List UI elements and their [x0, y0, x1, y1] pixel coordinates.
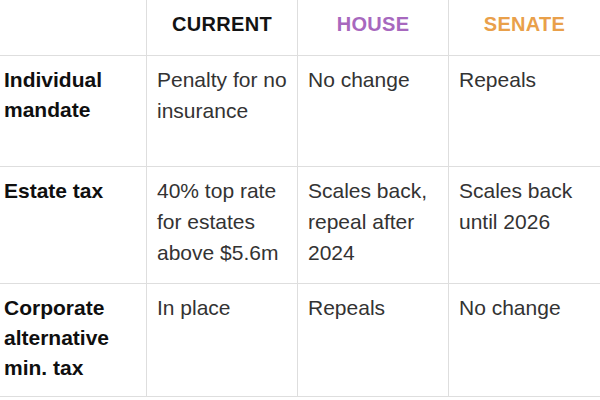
- column-header-senate: SENATE: [448, 0, 600, 55]
- cell-estate-tax-current: 40% top rate for estates above $5.6m: [146, 166, 297, 283]
- comparison-table: CURRENT HOUSE SENATE Individual mandate …: [0, 0, 600, 397]
- tax-plan-comparison-panel: CURRENT HOUSE SENATE Individual mandate …: [0, 0, 600, 400]
- row-label-corporate-alt-min-tax: Corporate alternative min. tax: [0, 283, 146, 396]
- cell-corporate-alt-min-tax-current: In place: [146, 283, 297, 396]
- cell-corporate-alt-min-tax-senate: No change: [448, 283, 600, 396]
- cell-estate-tax-house: Scales back, repeal after 2024: [297, 166, 448, 283]
- column-header-current: CURRENT: [146, 0, 297, 55]
- cell-individual-mandate-senate: Repeals: [448, 55, 600, 166]
- header-empty-cell: [0, 0, 146, 55]
- cell-individual-mandate-house: No change: [297, 55, 448, 166]
- row-label-estate-tax: Estate tax: [0, 166, 146, 283]
- row-label-individual-mandate: Individual mandate: [0, 55, 146, 166]
- cell-corporate-alt-min-tax-house: Repeals: [297, 283, 448, 396]
- cell-estate-tax-senate: Scales back until 2026: [448, 166, 600, 283]
- column-header-house: HOUSE: [297, 0, 448, 55]
- cell-individual-mandate-current: Penalty for no insurance: [146, 55, 297, 166]
